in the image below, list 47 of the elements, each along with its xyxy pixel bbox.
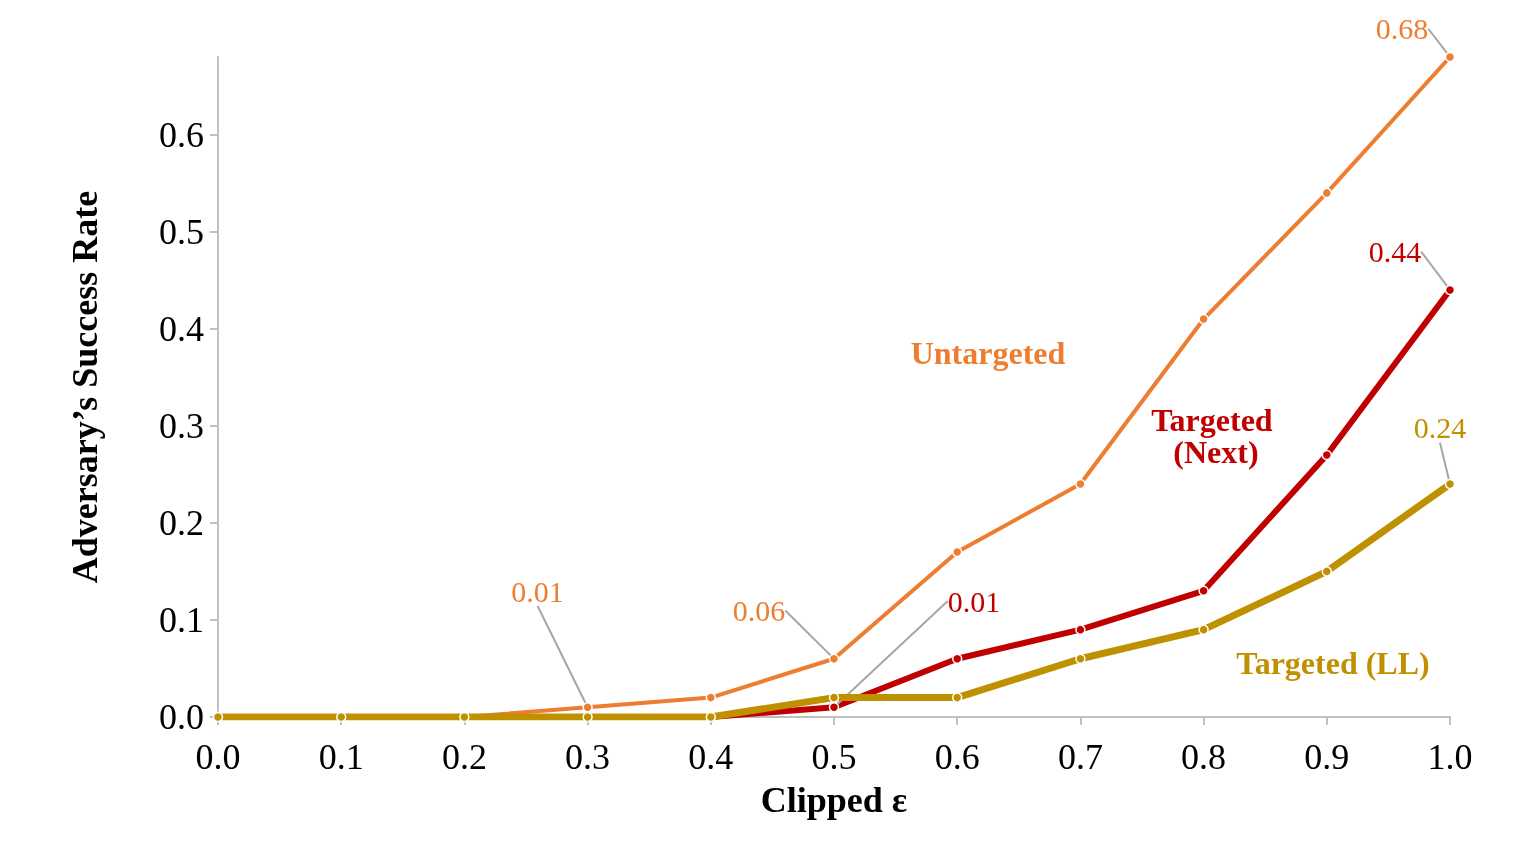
data-label: 0.44: [1368, 235, 1422, 269]
point: [1198, 585, 1209, 597]
y-tick-label: 0.0: [159, 697, 204, 737]
point: [1444, 478, 1456, 490]
point: [705, 692, 717, 703]
series-label: Targeted (LL): [1236, 644, 1430, 681]
data-label: 0.01: [947, 584, 1001, 618]
x-axis-title: Clipped ε: [760, 780, 908, 820]
y-tick-label: 0.2: [159, 502, 204, 543]
x-tick-label: 0.8: [1181, 737, 1227, 777]
point: [1321, 449, 1333, 461]
point: [828, 692, 840, 703]
point: [1321, 187, 1333, 199]
x-tick-label: 0.9: [1304, 737, 1350, 777]
point: [1321, 566, 1333, 577]
series-label: Targeted (Next): [1151, 401, 1281, 470]
x-tick-label: 0.6: [934, 737, 980, 777]
x-tick-label: 0.5: [811, 737, 857, 777]
y-tick-label: 0.6: [159, 114, 204, 155]
y-tick-label: 0.4: [159, 308, 204, 349]
x-tick-label: 0.2: [441, 737, 487, 777]
point: [1075, 624, 1086, 635]
point: [1198, 313, 1209, 325]
point: [828, 702, 840, 713]
x-tick-label: 0.1: [318, 737, 364, 777]
point: [1075, 478, 1086, 490]
y-tick-label: 0.3: [159, 405, 204, 446]
point: [1075, 653, 1086, 665]
x-tick-label: 0.0: [195, 737, 241, 777]
y-tick-label: 0.5: [159, 211, 204, 252]
x-tick-label: 0.7: [1057, 737, 1103, 777]
point: [1444, 284, 1456, 296]
data-label: 0.01: [511, 574, 564, 608]
text: Untargeted: [910, 335, 1066, 372]
data-label: 0.68: [1375, 12, 1429, 46]
data-label: 0.24: [1413, 411, 1467, 445]
y-axis-title: Adversary’s Success Rate: [65, 190, 105, 584]
x-tick-label: 1.0: [1427, 737, 1473, 777]
point: [1198, 624, 1209, 635]
x-tick-label: 0.4: [688, 737, 734, 777]
y-tick-label: 0.1: [159, 599, 204, 640]
point: [1444, 51, 1456, 63]
data-label: 0.06: [732, 594, 786, 628]
x-tick-label: 0.3: [565, 737, 611, 777]
point: [951, 692, 963, 703]
point: [951, 653, 963, 665]
point: [828, 653, 840, 665]
